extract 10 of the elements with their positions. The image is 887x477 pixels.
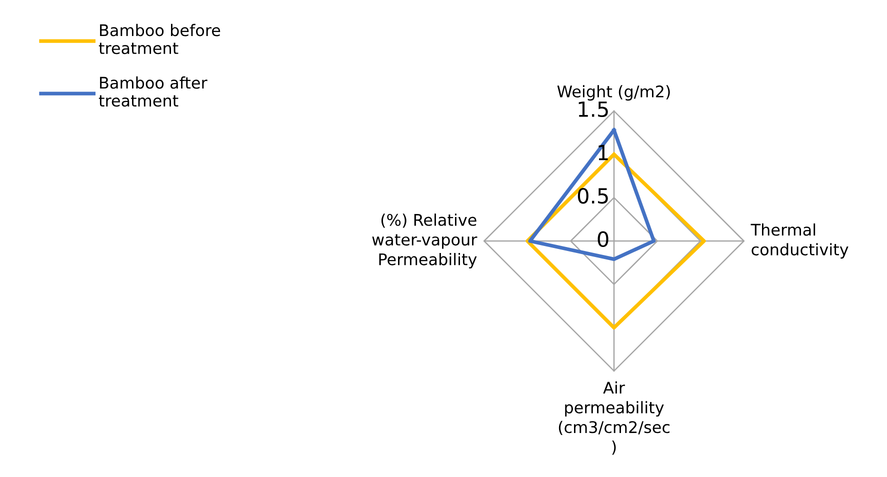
legend-label: Bamboo after treatment <box>98 76 208 107</box>
y-tick-label: 1.5 <box>578 102 608 118</box>
y-tick-label: 0.5 <box>578 188 608 204</box>
spoke-label: (%) Relative water-vapour Permeability <box>372 214 478 268</box>
spoke-label: Air permeability (cm3/cm2/sec ) <box>558 381 670 455</box>
y-tick-label: 0 <box>598 231 608 248</box>
y-tick-label: 1 <box>598 144 608 160</box>
legend-label: Bamboo before treatment <box>98 24 220 54</box>
spoke-label: Weight (g/m2) <box>557 85 670 101</box>
spoke-label: Thermal conductivity <box>750 223 848 259</box>
